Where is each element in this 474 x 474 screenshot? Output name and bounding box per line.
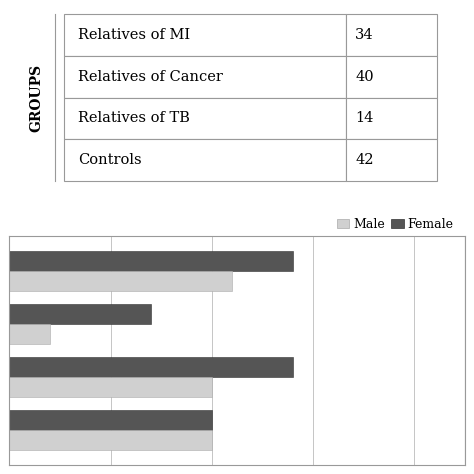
Bar	[9, 377, 212, 397]
Bar	[9, 324, 50, 344]
Bar	[9, 357, 292, 377]
Bar	[9, 410, 212, 430]
Bar	[9, 271, 232, 291]
Legend: Male, Female: Male, Female	[332, 213, 458, 236]
Text: GROUPS: GROUPS	[30, 64, 44, 132]
Bar	[9, 251, 292, 271]
Bar	[9, 430, 212, 450]
Bar	[9, 304, 151, 324]
